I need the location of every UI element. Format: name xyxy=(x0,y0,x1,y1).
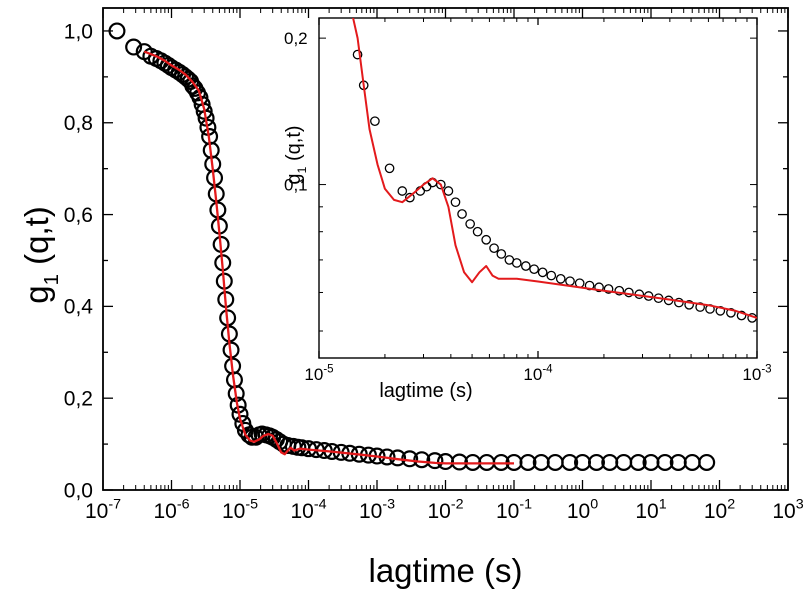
inset-x-axis-title: lagtime (s) xyxy=(379,380,472,402)
inset-data-point xyxy=(489,243,499,254)
main-data-point xyxy=(413,451,431,469)
inset-data-point xyxy=(465,219,476,229)
main-x-tick-label: 100 xyxy=(567,497,598,523)
inset-data-point xyxy=(472,226,483,237)
inset-data-point xyxy=(684,299,695,310)
inset-data-point xyxy=(546,270,557,281)
inset-data-point xyxy=(624,287,634,298)
inset-data-point xyxy=(674,297,684,308)
main-data-point xyxy=(615,453,633,471)
inset-data-point xyxy=(481,234,492,245)
main-y-tick-label: 0,4 xyxy=(64,296,94,319)
inset-data xyxy=(352,18,757,323)
main-x-tick-label: 103 xyxy=(772,497,803,523)
main-x-axis-title: lagtime (s) xyxy=(368,552,522,589)
inset-data-point xyxy=(555,273,566,284)
main-data-point xyxy=(450,453,468,471)
main-data-point xyxy=(437,453,455,471)
inset-data-point xyxy=(370,116,380,127)
main-x-tick-label: 10-4 xyxy=(290,497,326,523)
inset-data-point xyxy=(603,284,614,294)
main-data-point xyxy=(587,453,605,471)
main-plot: 10-7 10-6 10-5 10-4 10-3 10-2 10-1 100 101 102 103… xyxy=(18,7,804,589)
inset-y-tick-label: 0,1 xyxy=(284,176,308,195)
inset-data-point xyxy=(537,267,548,278)
inset-y-axis-title: g1 (q,t) xyxy=(283,125,309,184)
main-y-tick-label: 0,6 xyxy=(64,204,93,227)
main-x-tick-label: 10-2 xyxy=(427,497,463,523)
main-data-point xyxy=(519,453,537,471)
inset-data-point xyxy=(435,179,446,190)
main-data-point xyxy=(546,453,564,471)
main-x-tick-label: 10-1 xyxy=(496,497,532,523)
main-x-tick-label: 10-3 xyxy=(359,497,395,523)
inset-data-point xyxy=(496,249,507,259)
main-data-point xyxy=(683,453,701,471)
main-data-point xyxy=(656,453,674,471)
main-y-tick-label: 0,2 xyxy=(64,388,93,411)
inset-data-point xyxy=(384,163,395,174)
inset-data-point xyxy=(726,307,736,318)
inset-data-point xyxy=(695,302,705,312)
main-data-point xyxy=(125,38,143,56)
inset-data-point xyxy=(736,310,747,321)
main-data-point xyxy=(426,452,444,470)
inset-y-tick-label: 0,2 xyxy=(284,29,308,48)
main-x-tick-label: 102 xyxy=(704,497,735,523)
inset-data-point xyxy=(450,197,461,208)
inset-data-point xyxy=(529,264,539,275)
main-x-tick-label: 10-7 xyxy=(85,497,121,523)
main-data-point xyxy=(629,453,647,471)
inset-fit-line xyxy=(352,18,757,319)
inset-data-point xyxy=(405,192,415,203)
main-y-tick-label: 0,0 xyxy=(64,479,93,502)
main-x-tick-label: 10-5 xyxy=(222,497,258,523)
inset-data-point xyxy=(352,49,363,60)
main-y-axis-title: g1 (q,t) xyxy=(18,206,63,304)
main-fit-line xyxy=(143,50,514,465)
main-data-point xyxy=(561,453,579,471)
main-data-point xyxy=(240,426,258,444)
main-y-tick-label: 0,8 xyxy=(64,112,93,135)
inset-x-tick-label: 10-3 xyxy=(742,363,771,384)
inset-x-tick-label: 10-4 xyxy=(523,363,553,384)
main-data-point xyxy=(195,102,213,120)
main-data-point xyxy=(698,453,716,471)
inset-data-point xyxy=(397,186,408,196)
inset-data-point xyxy=(457,209,467,219)
inset-data-point xyxy=(594,282,604,293)
main-data-point xyxy=(108,22,126,40)
inset-data-point xyxy=(443,186,454,196)
inset-data-point xyxy=(584,280,595,291)
inset-data-point xyxy=(614,285,625,296)
inset-data-point xyxy=(520,261,531,271)
main-data xyxy=(108,22,716,471)
main-x-tick-label: 101 xyxy=(635,497,666,523)
main-x-tick-label: 10-6 xyxy=(153,497,189,523)
inset-data-point xyxy=(511,258,522,268)
main-y-tick-label: 1,0 xyxy=(64,20,93,43)
inset-plot: 10-5 10-4 10-3 0,1 0,2 lagtime (s) g1 (q,t) xyxy=(283,17,772,402)
inset-x-tick-label: 10-5 xyxy=(304,363,333,384)
